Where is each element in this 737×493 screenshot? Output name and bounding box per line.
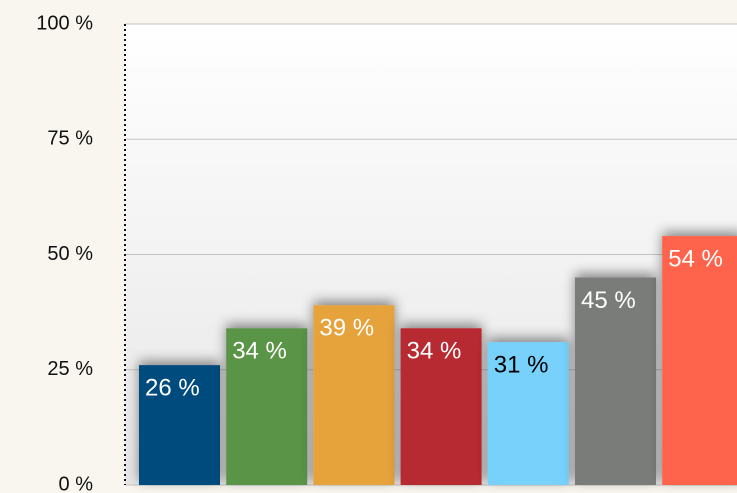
bar (400, 328, 482, 485)
y-tick-label: 25 % (47, 358, 93, 380)
value-label: 45 % (581, 287, 636, 314)
bar (313, 305, 395, 485)
value-label: 39 % (319, 315, 374, 342)
bar (226, 328, 308, 485)
value-label: 31 % (494, 351, 549, 378)
bar (487, 342, 569, 485)
value-label: 34 % (407, 338, 462, 365)
y-tick-label: 50 % (47, 243, 93, 265)
value-label: 34 % (232, 338, 287, 365)
value-label: 54 % (668, 245, 723, 272)
bar (575, 277, 656, 485)
value-label: 26 % (145, 374, 200, 401)
y-tick-label: 0 % (59, 473, 94, 493)
bar (662, 236, 737, 485)
y-tick-label: 75 % (47, 128, 93, 150)
y-tick-label: 100 % (36, 12, 93, 34)
bar (139, 365, 220, 485)
